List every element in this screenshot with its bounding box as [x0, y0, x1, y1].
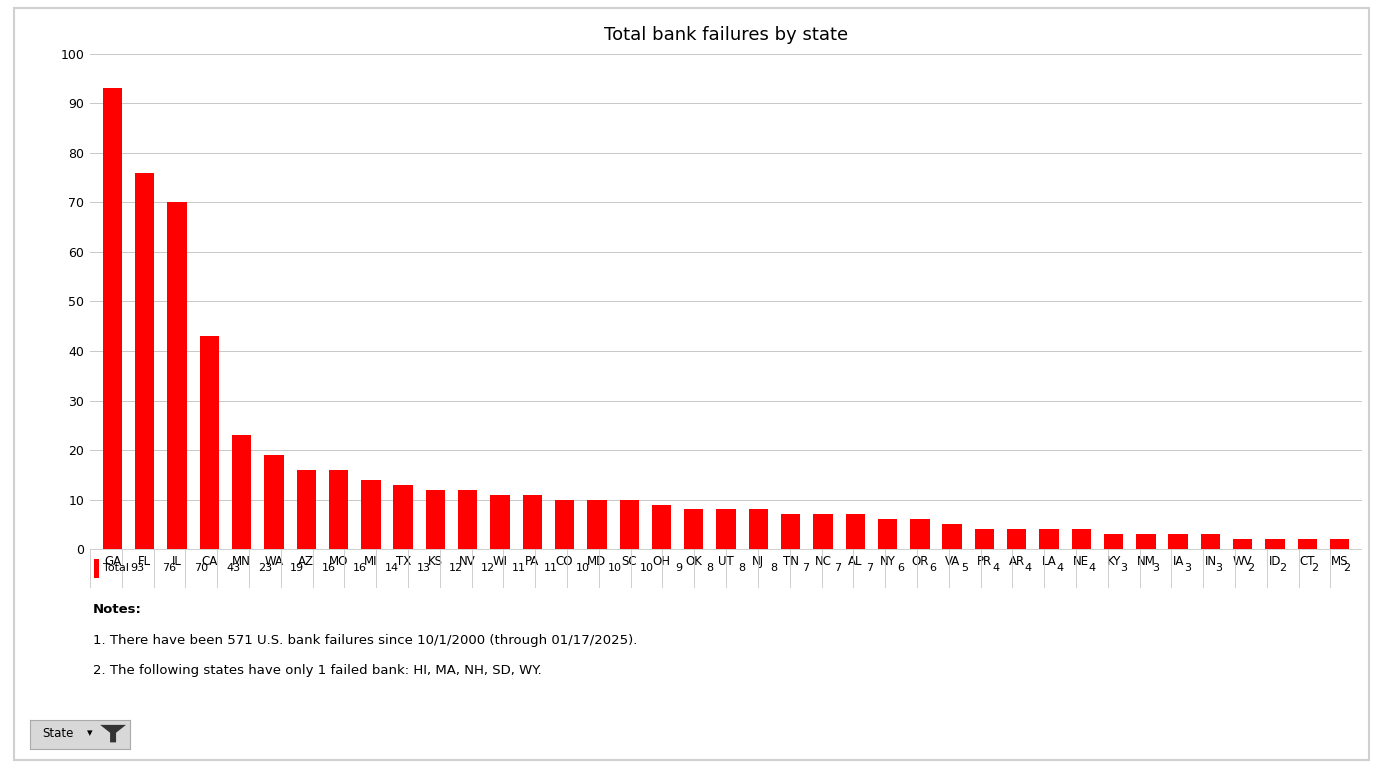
Text: 10: 10: [575, 563, 591, 574]
Text: 6: 6: [898, 563, 904, 574]
Bar: [1234, 539, 1253, 549]
Text: 2: 2: [1311, 563, 1318, 574]
Text: 3: 3: [1184, 563, 1191, 574]
Bar: [845, 515, 864, 549]
Bar: [393, 485, 414, 549]
Text: 5: 5: [961, 563, 968, 574]
Bar: [296, 470, 315, 549]
Text: 11: 11: [544, 563, 559, 574]
Text: 16: 16: [353, 563, 368, 574]
Text: 3: 3: [1216, 563, 1223, 574]
Bar: [491, 495, 510, 549]
Text: 7: 7: [866, 563, 873, 574]
Bar: [716, 509, 736, 549]
Text: 76: 76: [162, 563, 177, 574]
Text: Total: Total: [104, 563, 129, 574]
Bar: [975, 529, 994, 549]
Bar: [329, 470, 349, 549]
Bar: [1330, 539, 1350, 549]
Text: 10: 10: [607, 563, 622, 574]
Text: 6: 6: [929, 563, 936, 574]
Bar: [1039, 529, 1059, 549]
Text: 4: 4: [993, 563, 1000, 574]
Title: Total bank failures by state: Total bank failures by state: [604, 26, 848, 44]
Bar: [232, 435, 252, 549]
Text: 2: 2: [1343, 563, 1350, 574]
Text: 2: 2: [1279, 563, 1286, 574]
Text: 7: 7: [834, 563, 841, 574]
Text: 3: 3: [1120, 563, 1127, 574]
Text: Notes:: Notes:: [93, 603, 141, 616]
Text: 16: 16: [321, 563, 336, 574]
Text: 3: 3: [1152, 563, 1159, 574]
Bar: [94, 559, 100, 578]
Bar: [1200, 535, 1220, 549]
Text: 23: 23: [257, 563, 272, 574]
Bar: [361, 480, 380, 549]
Bar: [1104, 535, 1123, 549]
Text: 4: 4: [1088, 563, 1095, 574]
Bar: [1072, 529, 1091, 549]
Bar: [1169, 535, 1188, 549]
Bar: [588, 500, 607, 549]
Polygon shape: [100, 725, 126, 743]
Text: 2. The following states have only 1 failed bank: HI, MA, NH, SD, WY.: 2. The following states have only 1 fail…: [93, 664, 541, 677]
Text: 4: 4: [1025, 563, 1032, 574]
Bar: [620, 500, 639, 549]
Text: 14: 14: [384, 563, 400, 574]
Text: 8: 8: [770, 563, 777, 574]
Text: 7: 7: [802, 563, 809, 574]
Bar: [136, 173, 155, 549]
Bar: [426, 490, 445, 549]
Bar: [813, 515, 833, 549]
Bar: [167, 202, 187, 549]
Text: 4: 4: [1057, 563, 1064, 574]
Bar: [102, 88, 122, 549]
Text: 11: 11: [512, 563, 527, 574]
Bar: [942, 525, 961, 549]
Bar: [458, 490, 477, 549]
Text: 9: 9: [675, 563, 682, 574]
Bar: [1137, 535, 1156, 549]
Bar: [1007, 529, 1026, 549]
Bar: [651, 505, 671, 549]
Bar: [555, 500, 574, 549]
Text: 70: 70: [194, 563, 209, 574]
Text: 13: 13: [416, 563, 431, 574]
Text: 2: 2: [1247, 563, 1254, 574]
Bar: [781, 515, 801, 549]
Text: 1. There have been 571 U.S. bank failures since 10/1/2000 (through 01/17/2025).: 1. There have been 571 U.S. bank failure…: [93, 634, 638, 647]
Bar: [1297, 539, 1317, 549]
Bar: [1265, 539, 1285, 549]
Text: 8: 8: [739, 563, 745, 574]
Text: State: State: [43, 727, 75, 740]
Bar: [264, 455, 284, 549]
Text: ▾: ▾: [87, 729, 93, 739]
Bar: [523, 495, 542, 549]
Text: 43: 43: [225, 563, 241, 574]
Bar: [685, 509, 704, 549]
Text: 93: 93: [130, 563, 145, 574]
Text: 10: 10: [639, 563, 654, 574]
Bar: [910, 519, 929, 549]
Bar: [878, 519, 898, 549]
Bar: [199, 336, 219, 549]
Text: 12: 12: [480, 563, 495, 574]
Text: 12: 12: [448, 563, 463, 574]
Text: 8: 8: [707, 563, 714, 574]
Text: 19: 19: [289, 563, 304, 574]
Bar: [748, 509, 768, 549]
